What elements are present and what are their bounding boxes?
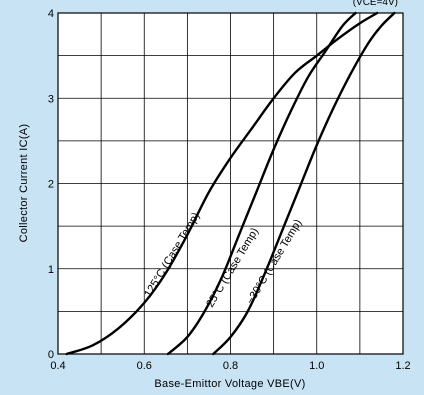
y-tick-label: 0 bbox=[48, 349, 54, 361]
curve-minus30c bbox=[212, 11, 396, 356]
x-tick-label: 0.6 bbox=[137, 360, 152, 372]
x-axis-label: Base-Emittor Voltage VBE(V) bbox=[154, 378, 305, 390]
x-tick-label: 0.8 bbox=[223, 360, 238, 372]
curves bbox=[65, 11, 396, 356]
y-axis-label: Collector Current IC(A) bbox=[18, 124, 30, 243]
y-tick-label: 4 bbox=[48, 8, 54, 20]
curve-25c bbox=[166, 11, 357, 356]
y-tick-label: 1 bbox=[48, 264, 54, 276]
tick-labels: 0.4 0.6 0.8 1.0 1.2 0 1 2 3 4 bbox=[48, 8, 411, 372]
y-tick-label: 3 bbox=[48, 93, 54, 105]
x-tick-label: 0.4 bbox=[50, 360, 65, 372]
y-tick-label: 2 bbox=[48, 179, 54, 191]
x-tick-label: 1.2 bbox=[395, 360, 410, 372]
condition-label: (VCE=4V) bbox=[353, 0, 398, 8]
grid bbox=[58, 13, 403, 354]
x-tick-label: 1.0 bbox=[309, 360, 324, 372]
